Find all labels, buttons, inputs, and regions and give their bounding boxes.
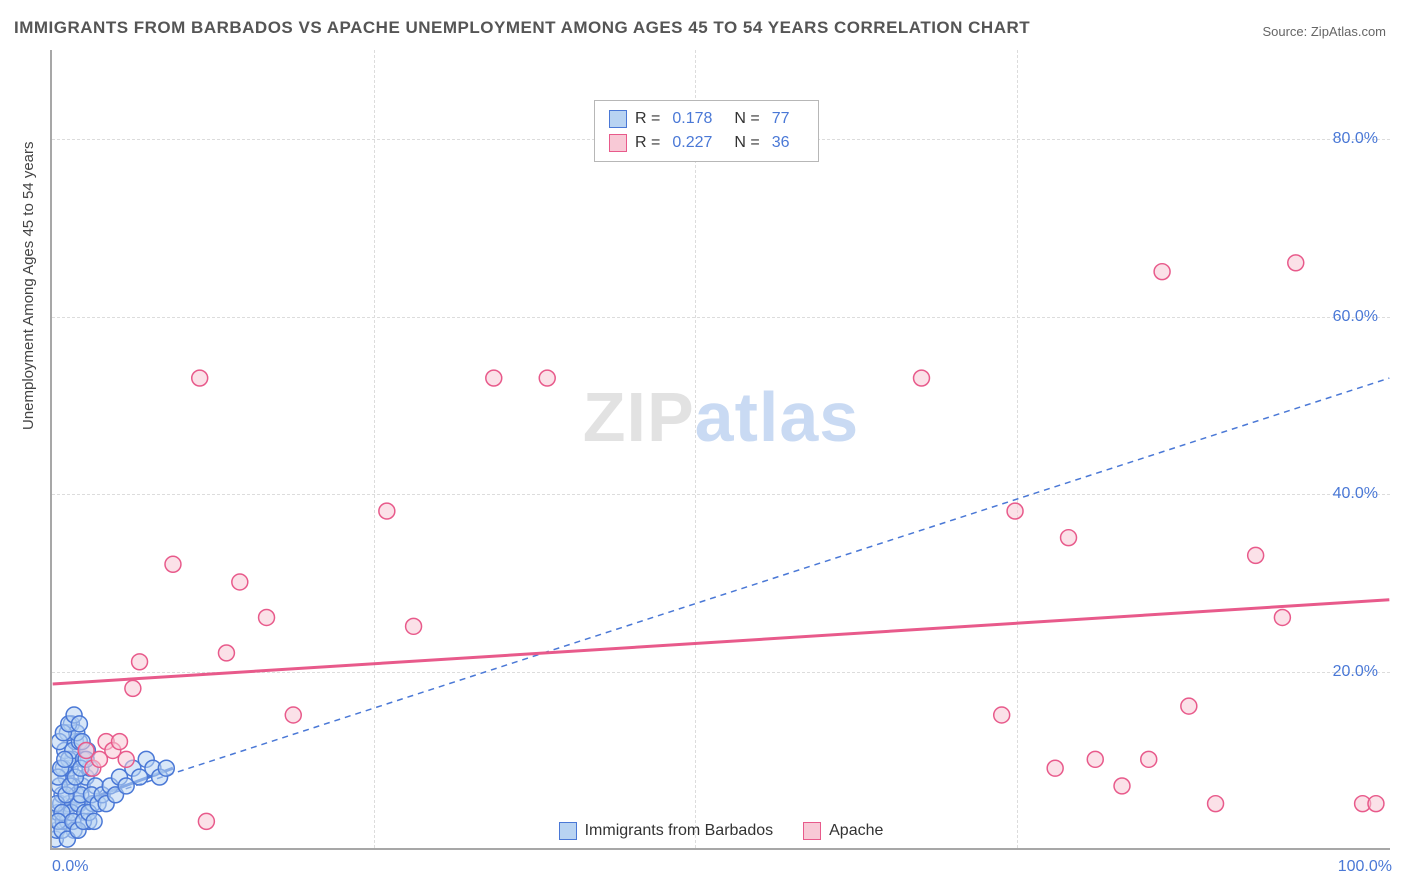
scatter-point (1368, 796, 1384, 812)
scatter-point (1114, 778, 1130, 794)
legend-label-0: Immigrants from Barbados (585, 822, 774, 840)
n-value-1: 36 (772, 131, 790, 155)
scatter-point (1047, 760, 1063, 776)
n-label: N = (734, 131, 759, 155)
legend-label-1: Apache (829, 822, 883, 840)
scatter-point (112, 734, 128, 750)
scatter-point (158, 760, 174, 776)
scatter-point (57, 751, 73, 767)
source-attribution: Source: ZipAtlas.com (1262, 24, 1386, 39)
n-label: N = (734, 107, 759, 131)
r-value-1: 0.227 (672, 131, 712, 155)
legend-item-1: Apache (803, 822, 883, 840)
y-axis-label: Unemployment Among Ages 45 to 54 years (20, 141, 37, 430)
legend-swatch-bottom-1 (803, 822, 821, 840)
scatter-point (486, 370, 502, 386)
scatter-point (1181, 698, 1197, 714)
legend-row-series-1: R = 0.227 N = 36 (609, 131, 804, 155)
series-legend: Immigrants from Barbados Apache (52, 822, 1390, 840)
scatter-point (232, 574, 248, 590)
r-label: R = (635, 131, 660, 155)
scatter-point (1141, 751, 1157, 767)
legend-swatch-0 (609, 110, 627, 128)
legend-item-0: Immigrants from Barbados (559, 822, 774, 840)
scatter-point (218, 645, 234, 661)
scatter-point (914, 370, 930, 386)
scatter-point (1248, 547, 1264, 563)
r-value-0: 0.178 (672, 107, 712, 131)
scatter-point (994, 707, 1010, 723)
scatter-point (1274, 609, 1290, 625)
r-label: R = (635, 107, 660, 131)
chart-svg (52, 50, 1390, 848)
scatter-point (1087, 751, 1103, 767)
scatter-point (125, 680, 141, 696)
plot-area: R = 0.178 N = 77 R = 0.227 N = 36 ZIPatl… (50, 50, 1390, 850)
legend-swatch-bottom-0 (559, 822, 577, 840)
chart-title: IMMIGRANTS FROM BARBADOS VS APACHE UNEMP… (14, 18, 1030, 38)
legend-swatch-1 (609, 134, 627, 152)
scatter-point (259, 609, 275, 625)
scatter-point (165, 556, 181, 572)
scatter-point (539, 370, 555, 386)
legend-row-series-0: R = 0.178 N = 77 (609, 107, 804, 131)
scatter-point (379, 503, 395, 519)
scatter-point (285, 707, 301, 723)
scatter-point (132, 654, 148, 670)
scatter-point (71, 716, 87, 732)
scatter-point (1061, 530, 1077, 546)
xtick-label: 0.0% (52, 858, 88, 876)
xtick-label: 100.0% (1338, 858, 1392, 876)
scatter-point (1208, 796, 1224, 812)
n-value-0: 77 (772, 107, 790, 131)
correlation-legend: R = 0.178 N = 77 R = 0.227 N = 36 (594, 100, 819, 162)
trendline (53, 600, 1390, 684)
scatter-point (406, 618, 422, 634)
trendline (53, 378, 1390, 812)
scatter-point (192, 370, 208, 386)
scatter-point (1154, 264, 1170, 280)
scatter-point (1288, 255, 1304, 271)
scatter-point (118, 751, 134, 767)
scatter-point (1007, 503, 1023, 519)
